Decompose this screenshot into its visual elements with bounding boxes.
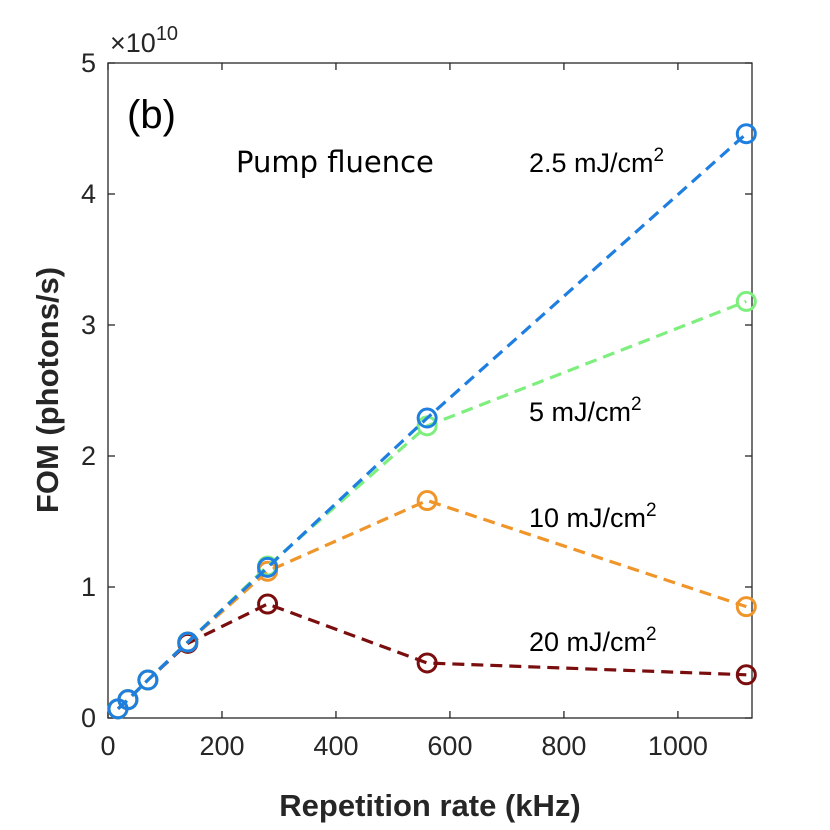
y-tick-label: 0 [81, 703, 96, 733]
data-point [257, 593, 279, 615]
series-0 [107, 123, 757, 720]
y-axis-multiplier: ×1010 [110, 23, 178, 58]
x-axis-title: Repetition rate (kHz) [279, 788, 580, 823]
x-tick-label: 400 [313, 731, 358, 761]
y-tick-label: 5 [81, 48, 96, 78]
y-tick-label: 2 [81, 441, 96, 471]
axis-ticks: 0 200 400 600 800 1000 0 1 2 3 4 5 [81, 48, 752, 761]
series-line [116, 132, 748, 710]
legend-title: Pump fluence [236, 145, 434, 179]
data-point [735, 123, 757, 145]
x-tick-label: 0 [100, 731, 115, 761]
plot-area [107, 62, 753, 719]
data-point [117, 689, 139, 711]
x-tick-label: 600 [427, 731, 472, 761]
data-point [177, 631, 199, 653]
panel-label: (b) [127, 93, 176, 137]
x-tick-label: 800 [541, 731, 586, 761]
y-axis-title: FOM (photons/s) [30, 267, 65, 513]
data-point [137, 669, 159, 691]
data-point [416, 490, 438, 512]
x-tick-label: 1000 [648, 731, 708, 761]
series-label-10: 10 mJ/cm2 [529, 500, 657, 533]
data-point [416, 652, 438, 674]
series-label-5: 5 mJ/cm2 [529, 394, 642, 427]
y-tick-label: 3 [81, 310, 96, 340]
data-point [735, 664, 757, 686]
y-tick-label: 4 [81, 179, 96, 209]
y-tick-label: 1 [81, 572, 96, 602]
plot-frame [107, 62, 753, 719]
data-point [416, 407, 438, 429]
data-point [735, 596, 757, 618]
x-tick-label: 200 [199, 731, 244, 761]
series-layer [107, 123, 757, 720]
series-label-20: 20 mJ/cm2 [529, 624, 657, 657]
series-label-2-5: 2.5 mJ/cm2 [529, 145, 664, 178]
data-point [735, 290, 757, 312]
data-point [257, 556, 279, 578]
